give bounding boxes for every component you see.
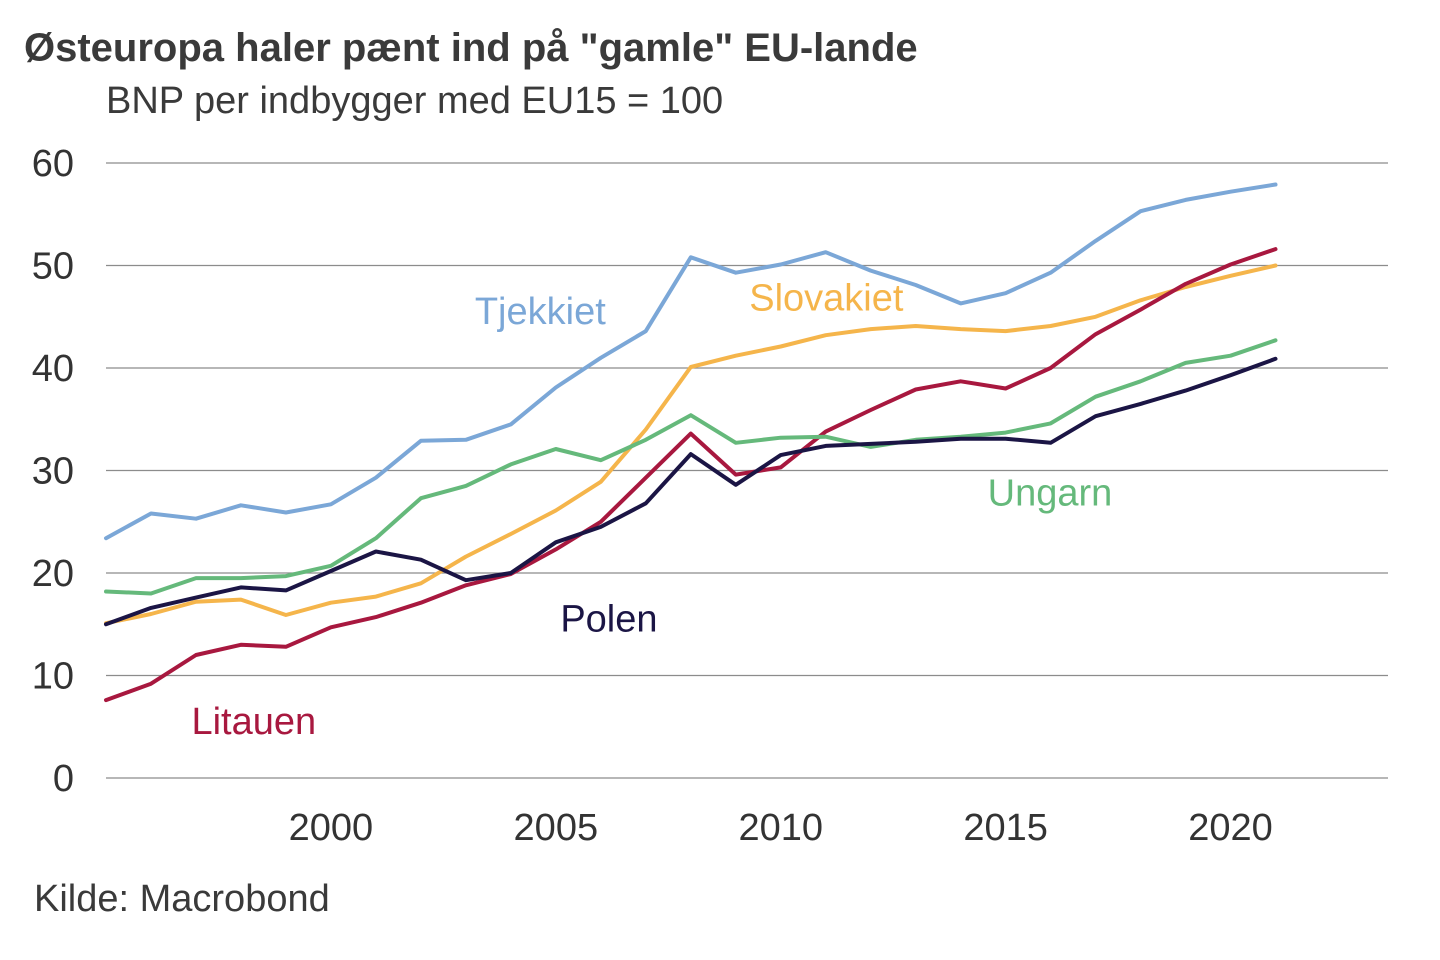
gridlines xyxy=(106,162,1388,779)
series-line-ungarn xyxy=(104,338,1278,596)
chart-subtitle: BNP per indbygger med EU15 = 100 xyxy=(106,80,724,122)
y-tick-label: 40 xyxy=(32,348,74,390)
x-axis: 2000 2005 2010 2015 2020 xyxy=(289,807,1273,849)
y-tick-label: 20 xyxy=(32,553,74,595)
chart-title: Østeuropa haler pænt ind på "gamle" EU-l… xyxy=(24,26,918,70)
y-tick-label: 50 xyxy=(32,246,74,288)
y-tick-label: 10 xyxy=(32,656,74,698)
x-tick-label: 2015 xyxy=(963,807,1048,849)
x-tick-label: 2005 xyxy=(514,807,599,849)
series-label-tjekkiet: Tjekkiet xyxy=(475,291,606,333)
x-tick-label: 2020 xyxy=(1188,807,1273,849)
series-label-litauen: Litauen xyxy=(191,701,316,743)
series-line-slovakiet xyxy=(104,263,1278,626)
series-label-ungarn: Ungarn xyxy=(988,472,1113,514)
series-line-polen xyxy=(104,356,1278,627)
x-tick-label: 2000 xyxy=(289,807,374,849)
series-line-litauen xyxy=(104,247,1278,703)
series-label-slovakiet: Slovakiet xyxy=(749,278,904,320)
series-labels: Tjekkiet Slovakiet Ungarn Polen Litauen xyxy=(191,278,1112,743)
series-lines xyxy=(104,182,1278,703)
y-tick-label: 30 xyxy=(32,451,74,493)
series-label-polen: Polen xyxy=(560,598,657,640)
y-tick-label: 60 xyxy=(32,143,74,185)
x-tick-label: 2010 xyxy=(738,807,823,849)
source-note: Kilde: Macrobond xyxy=(34,878,330,920)
series-line-tjekkiet xyxy=(104,182,1278,541)
y-axis: 0 10 20 30 40 50 60 xyxy=(32,143,74,800)
y-tick-label: 0 xyxy=(53,758,74,800)
